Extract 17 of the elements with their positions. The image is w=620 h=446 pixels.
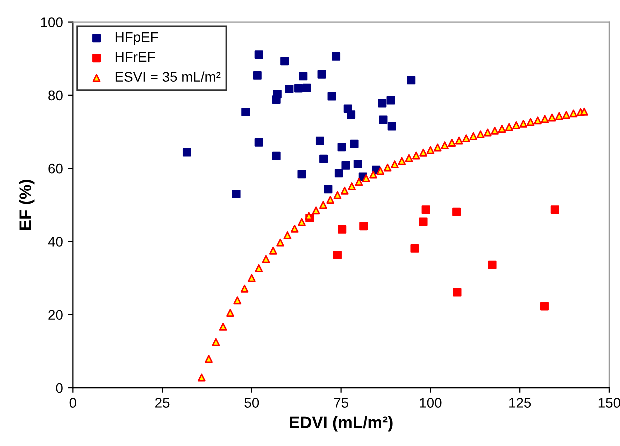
y-tick-label: 20 xyxy=(48,310,63,320)
y-tick-label: 0 xyxy=(56,383,63,394)
y-tick-label: 100 xyxy=(41,18,63,28)
y-axis-title: EF (%) xyxy=(19,180,35,230)
legend-label: HFrEF xyxy=(116,52,156,62)
x-tick-label: 25 xyxy=(156,398,170,408)
y-tick-label: 60 xyxy=(48,164,63,174)
y-tick-label: 40 xyxy=(48,237,63,247)
x-tick-label: 125 xyxy=(510,398,532,408)
legend-label: HFpEF xyxy=(116,32,158,45)
x-tick-label: 0 xyxy=(70,398,76,408)
x-tick-label: 50 xyxy=(244,398,260,408)
legend-label: ESVI = 35 mL/m² xyxy=(116,72,221,82)
y-tick-label: 80 xyxy=(48,90,63,101)
x-tick-label: 100 xyxy=(420,398,442,408)
x-axis-title: EDVI (mL/m²) xyxy=(290,416,393,432)
x-tick-label: 75 xyxy=(334,398,348,408)
